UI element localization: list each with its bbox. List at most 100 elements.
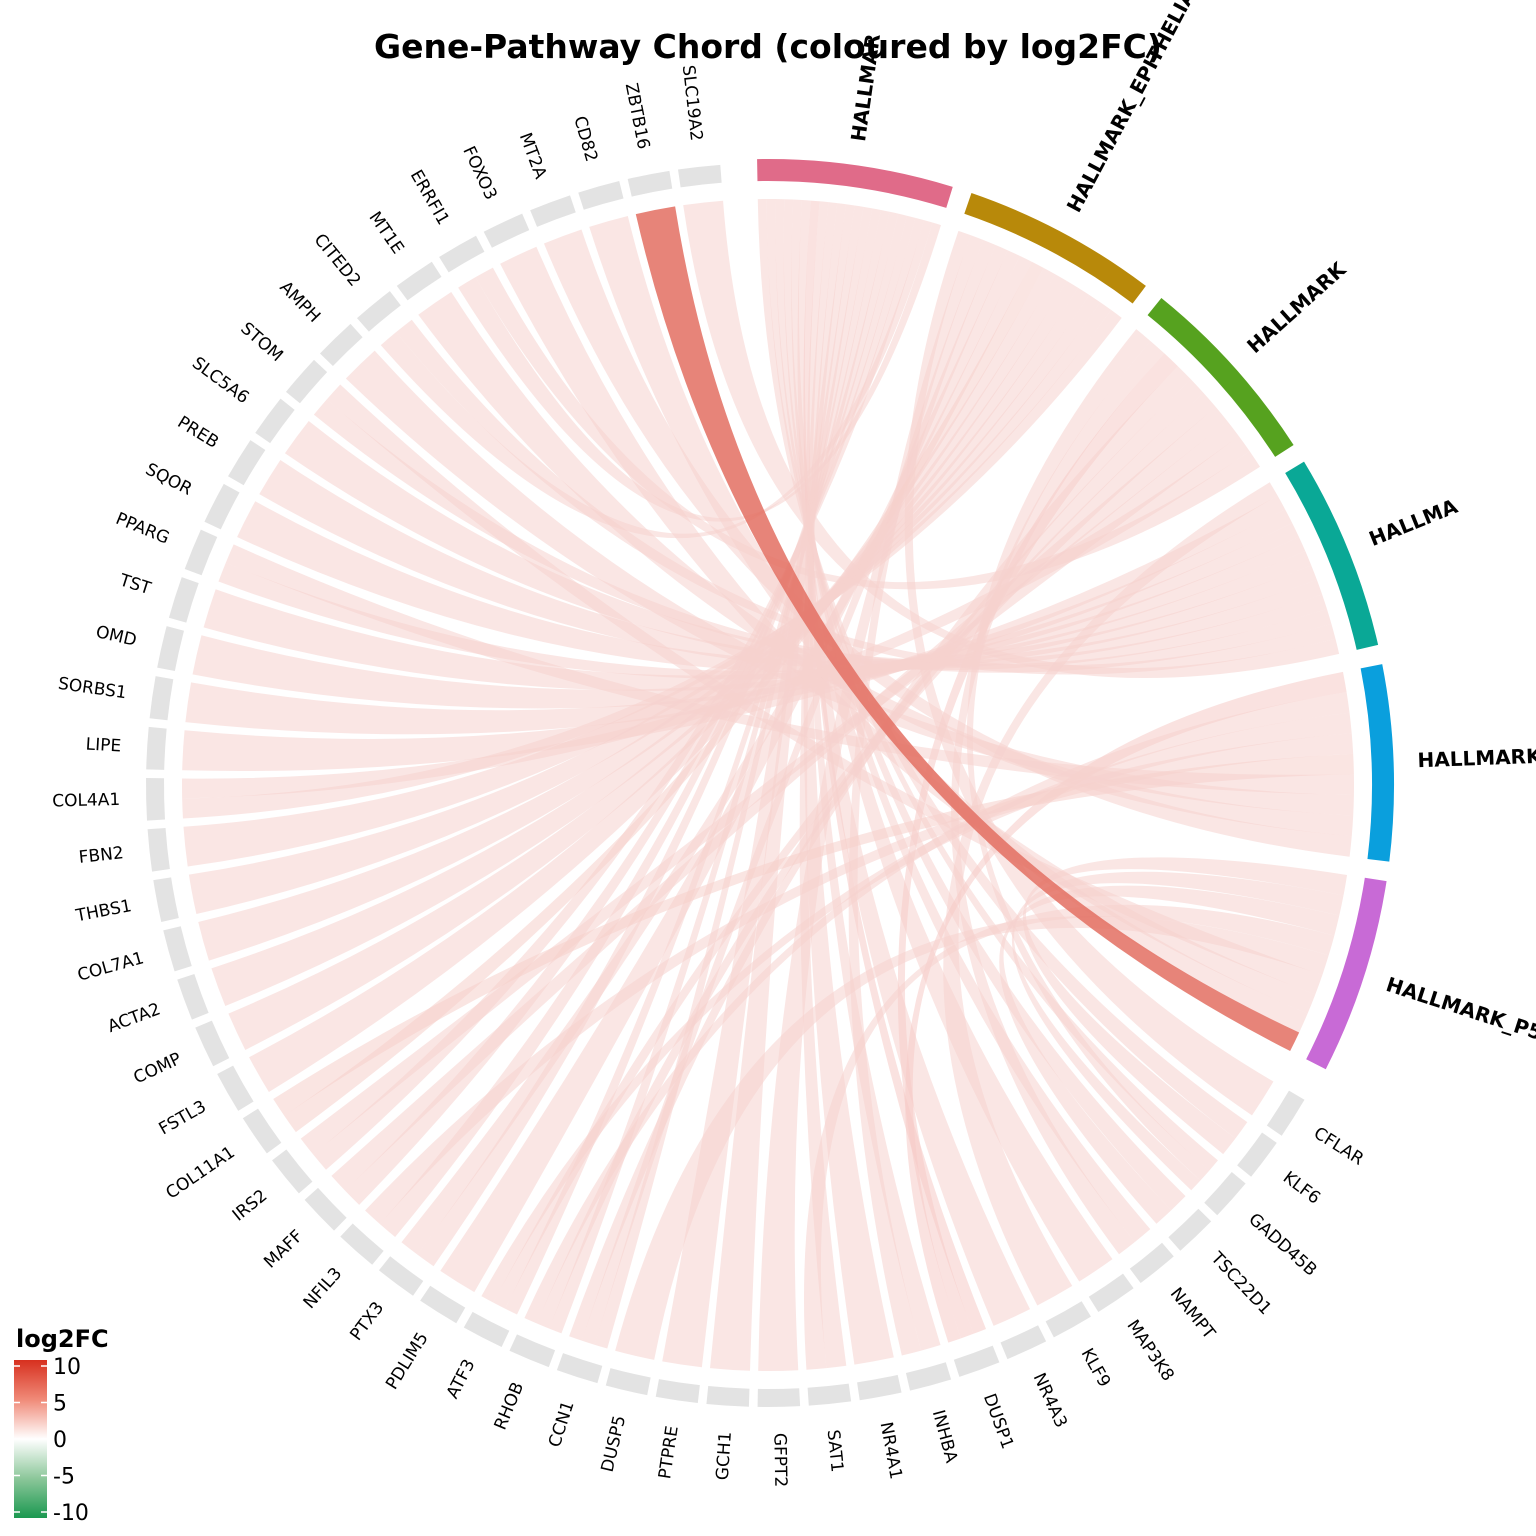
gene-label-cited2: CITED2 (310, 230, 365, 291)
gene-sector-rhob (509, 1334, 556, 1368)
chord-sqor-hallma (237, 501, 1317, 673)
chord-gfpt2-hallmark_epithelial (758, 240, 996, 1371)
chord-cflar-hallmark_epithelial (904, 230, 1274, 1116)
gene-label-tsc22d1: TSC22D1 (1206, 1248, 1275, 1320)
gene-sector-foxo3 (483, 213, 530, 248)
gene-label-map3k8: MAP3K8 (1122, 1316, 1177, 1385)
gene-label-nampt: NAMPT (1166, 1284, 1219, 1344)
gene-sector-nr4a1 (857, 1374, 902, 1401)
legend-tick-label: 10 (53, 1355, 81, 1380)
gene-label-fstl3: FSTL3 (156, 1097, 210, 1140)
pathway-sector-2 (1147, 298, 1294, 457)
gene-label-inhba: INHBA (928, 1408, 961, 1466)
chord-dusp5-hallmark_p53_path (615, 915, 1329, 1360)
gene-sector-ptpre (655, 1379, 700, 1404)
gene-sector-lipe (146, 726, 167, 770)
gene-label-thbs1: THBS1 (73, 896, 133, 926)
pathway-sector-0 (757, 159, 953, 208)
gene-sector-gfpt2 (757, 1388, 801, 1407)
gene-label-slc5a6: SLC5A6 (188, 353, 252, 408)
gene-label-pparg: PPARG (113, 509, 172, 549)
chord-slc5a6-hallma (284, 421, 1327, 671)
legend-title: log2FC (16, 1325, 109, 1353)
gene-label-maff: MAFF (260, 1226, 307, 1272)
gene-label-nfil3: NFIL3 (300, 1264, 347, 1313)
gene-label-gadd45b: GADD45B (1244, 1209, 1320, 1280)
gene-sector-pparg (184, 529, 218, 576)
gene-sector-inhba (905, 1362, 952, 1391)
gene-sector-preb (228, 440, 266, 486)
gene-sector-nr4a3 (1000, 1325, 1047, 1360)
gene-sector-acta2 (177, 974, 209, 1020)
pathway-label-5: HALLMARK_P53_PATH (1383, 972, 1536, 1070)
gene-sector-col11a1 (242, 1108, 282, 1154)
gene-label-lipe: LIPE (85, 734, 122, 756)
gene-sector-thbs1 (153, 877, 179, 922)
chord-ccn1-hallmar (594, 206, 873, 1349)
gene-sector-slc19a2 (677, 164, 722, 188)
gene-sector-mt1e (396, 261, 442, 301)
gene-sector-tst (168, 577, 199, 623)
gene-label-nr4a1: NR4A1 (876, 1420, 906, 1480)
gene-sector-zbtb16 (627, 170, 673, 197)
gene-label-ptpre: PTPRE (655, 1425, 683, 1481)
gene-label-mt1e: MT1E (365, 208, 408, 258)
gene-label-klf6: KLF6 (1279, 1168, 1324, 1209)
chords-layer (182, 198, 1354, 1371)
chord-irs2-hallmark (300, 421, 1239, 1155)
gene-sector-irs2 (272, 1149, 313, 1194)
chord-stom-hallma (313, 399, 1332, 673)
sectors-layer (146, 159, 1394, 1407)
chord-slc19a2-hallma (683, 200, 1340, 679)
gene-label-omd: OMD (94, 622, 139, 651)
gene-label-cflar: CFLAR (1310, 1123, 1367, 1169)
gene-sector-nfil3 (340, 1223, 384, 1265)
gene-label-stom: STOM (236, 319, 286, 366)
chord-gadd45b-hallmark_p53_path (1011, 871, 1344, 1191)
gene-sector-cflar (1266, 1090, 1305, 1136)
pathway-label-2: HALLMARK (1242, 256, 1351, 358)
legend-tick-label: -5 (53, 1465, 75, 1490)
gene-label-col11a1: COL11A1 (162, 1142, 238, 1203)
gene-label-sat1: SAT1 (823, 1429, 847, 1473)
gene-sector-comp (195, 1020, 230, 1067)
gene-sector-fbn2 (147, 827, 170, 872)
gene-label-acta2: ACTA2 (105, 999, 163, 1037)
gene-sector-gadd45b (1204, 1171, 1246, 1216)
pathway-sector-5 (1306, 877, 1387, 1070)
gene-label-ptx3: PTX3 (346, 1298, 388, 1345)
legend-tick-label: 0 (53, 1428, 67, 1453)
chord-omd-hallma (192, 522, 1299, 709)
gene-sector-ptx3 (378, 1256, 424, 1296)
chord-pdlim5-hallmark_epithelial (440, 250, 1020, 1293)
gene-label-errfi1: ERRFI1 (406, 167, 453, 229)
gene-sector-sat1 (807, 1383, 852, 1406)
gene-sector-cited2 (356, 291, 401, 332)
gene-label-amph: AMPH (275, 277, 324, 326)
pathway-sector-4 (1360, 664, 1394, 862)
gene-label-dusp1: DUSP1 (979, 1391, 1017, 1452)
chart-title: Gene-Pathway Chord (coloured by log2FC) (374, 27, 1162, 66)
gene-label-fbn2: FBN2 (78, 843, 125, 868)
chord-ccn1-hallmark_epithelial (581, 245, 1008, 1345)
gene-sector-sorbs1 (149, 676, 174, 721)
gene-sector-atf3 (463, 1311, 510, 1348)
gene-sector-errfi1 (439, 235, 485, 273)
gene-label-slc19a2: SLC19A2 (678, 64, 706, 142)
legend-tick-label: 5 (53, 1392, 67, 1417)
pathway-label-3: HALLMA (1366, 494, 1462, 551)
gene-label-cd82: CD82 (569, 114, 601, 164)
gene-sector-ccn1 (556, 1353, 603, 1384)
gene-sector-maff (304, 1187, 347, 1231)
gene-label-preb: PREB (174, 412, 222, 452)
chord-nr4a1-hallmar (803, 202, 894, 1365)
gene-sector-cd82 (578, 181, 624, 210)
gene-sector-klf6 (1237, 1132, 1277, 1177)
pathway-sector-3 (1285, 461, 1379, 650)
gene-sector-sqor (204, 483, 240, 530)
gene-label-klf9: KLF9 (1077, 1345, 1115, 1391)
gene-sector-gch1 (706, 1386, 750, 1407)
pathway-label-4: HALLMARK (1417, 744, 1536, 772)
gene-label-mt2a: MT2A (515, 130, 551, 182)
